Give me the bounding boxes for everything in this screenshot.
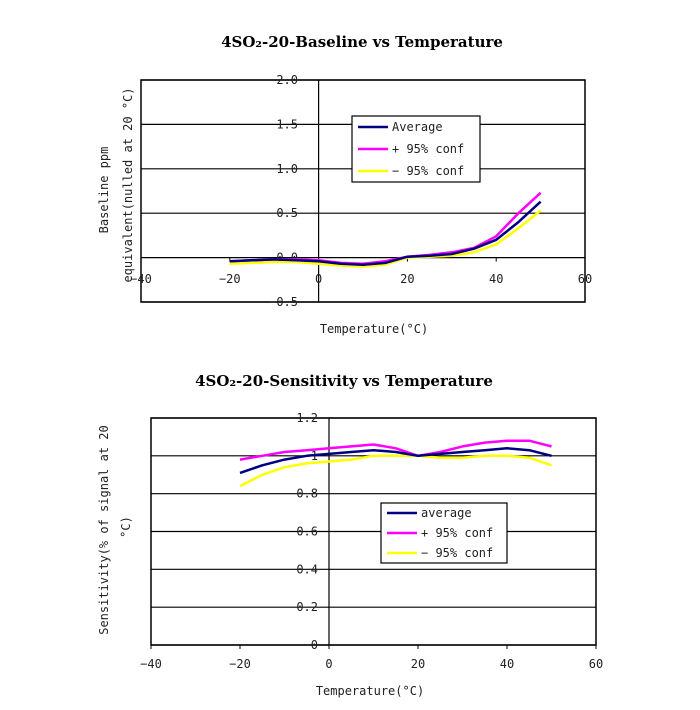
y-tick-label: −0.5 bbox=[269, 295, 298, 309]
y-tick-label: 0.8 bbox=[296, 487, 318, 501]
legend: Average + 95% conf − 95% conf bbox=[351, 115, 481, 183]
x-tick-label: 60 bbox=[589, 657, 603, 671]
series-line--95-conf bbox=[239, 454, 552, 488]
plot-area bbox=[140, 79, 586, 303]
series-line--95-conf bbox=[229, 209, 542, 268]
x-tick-label: 20 bbox=[400, 272, 414, 286]
y-tick-label: 0.6 bbox=[296, 525, 318, 539]
y-tick-label: 1.2 bbox=[296, 411, 318, 425]
series-line--95-conf bbox=[239, 439, 552, 461]
y-tick-label: 2.0 bbox=[276, 73, 298, 87]
plot-area bbox=[150, 417, 597, 646]
legend-label: + 95% conf bbox=[421, 526, 493, 540]
y-tick-label: 1.5 bbox=[276, 117, 298, 131]
chart-1: 4SO₂-20-Baseline vs Temperature −40 −20 0 20… bbox=[97, 33, 592, 336]
legend-label: − 95% conf bbox=[392, 164, 464, 178]
x-axis-label: Temperature(°C) bbox=[320, 322, 428, 336]
y-tick-label: 0.4 bbox=[296, 562, 318, 576]
chart-2: 4SO₂-20-Sensitivity vs Temperature −40 −20… bbox=[97, 372, 603, 698]
legend-label: − 95% conf bbox=[421, 546, 493, 560]
x-axis-label: Temperature(°C) bbox=[316, 684, 424, 698]
legend-label: Average bbox=[392, 120, 443, 134]
y-tick-label: 0 bbox=[311, 638, 318, 652]
x-tick-label: 0 bbox=[315, 272, 322, 286]
y-axis-label: equivalent(nulled at 20 °C) bbox=[121, 87, 135, 282]
x-tick-label: 60 bbox=[578, 272, 592, 286]
chart-title: 4SO₂-20-Sensitivity vs Temperature bbox=[195, 372, 493, 390]
x-tick-label: 40 bbox=[500, 657, 514, 671]
y-axis-label: Sensitivity(% of signal at 20 bbox=[97, 425, 111, 635]
chart-title: 4SO₂-20-Baseline vs Temperature bbox=[221, 33, 503, 51]
series-line-average bbox=[239, 447, 552, 475]
x-tick-label: 0 bbox=[325, 657, 332, 671]
y-tick-label: 0.5 bbox=[276, 206, 298, 220]
legend-label: + 95% conf bbox=[392, 142, 464, 156]
y-tick-label: 0.2 bbox=[296, 600, 318, 614]
x-tick-label: −40 bbox=[130, 272, 152, 286]
x-tick-label: −40 bbox=[140, 657, 162, 671]
x-tick-label: −20 bbox=[219, 272, 241, 286]
x-tick-label: 40 bbox=[489, 272, 503, 286]
y-tick-label: 1.0 bbox=[276, 162, 298, 176]
legend: average + 95% conf − 95% conf bbox=[380, 502, 508, 564]
y-axis-label: °C) bbox=[119, 516, 133, 538]
series-line-average bbox=[229, 200, 542, 266]
x-tick-label: 20 bbox=[411, 657, 425, 671]
x-tick-label: −20 bbox=[229, 657, 251, 671]
legend-label: average bbox=[421, 506, 472, 520]
y-axis-label: Baseline ppm bbox=[97, 147, 111, 234]
